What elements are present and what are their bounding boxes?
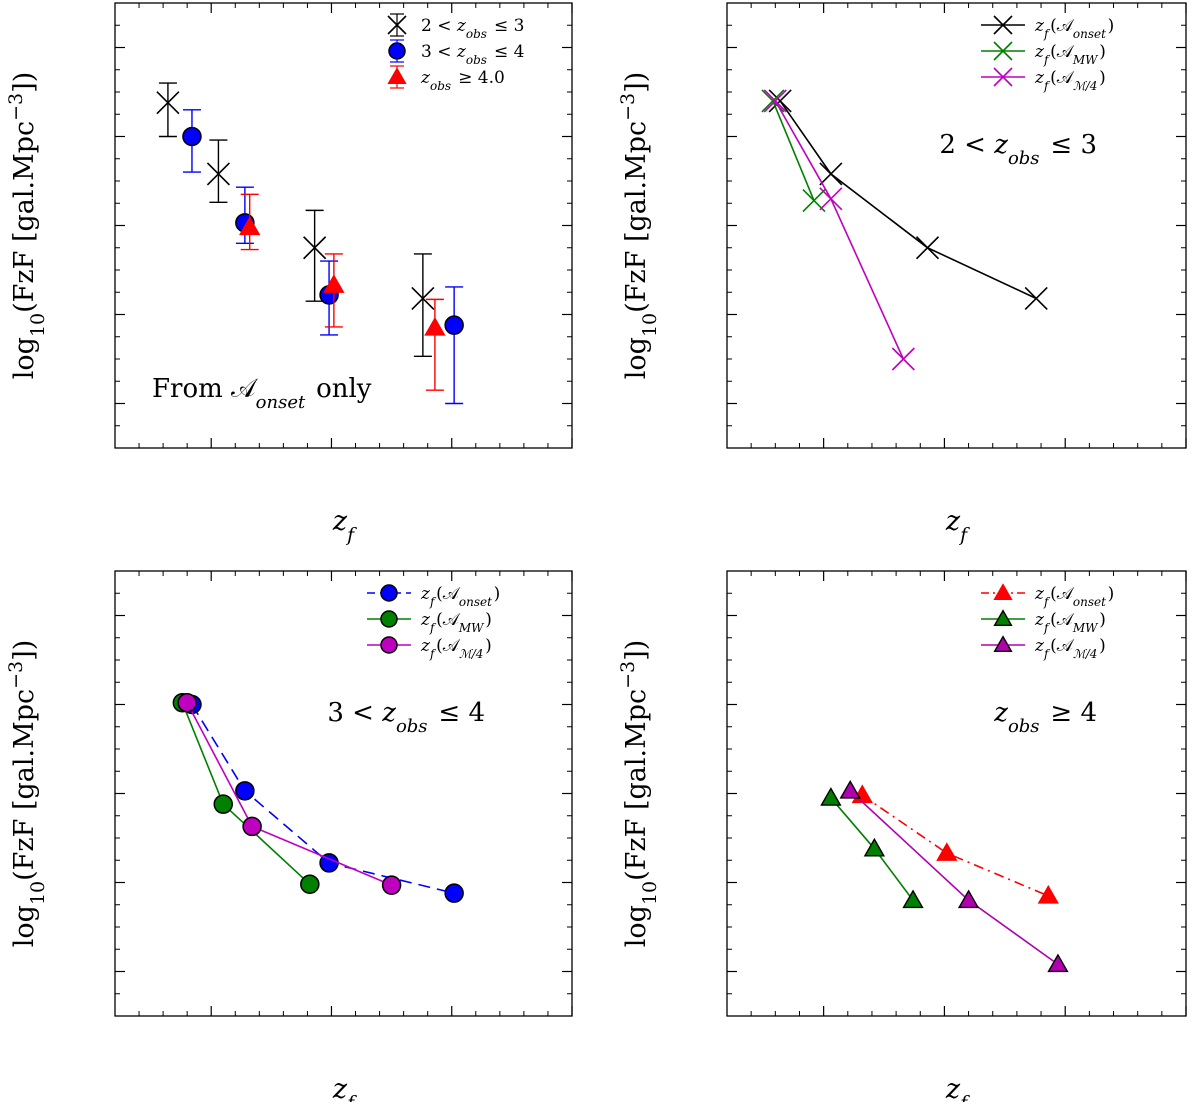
series-line <box>772 100 815 201</box>
data-point <box>206 162 230 186</box>
series-0 <box>156 82 435 358</box>
series-2 <box>239 193 446 391</box>
legend-label: 3 < zobs ≤ 4 <box>421 42 525 67</box>
panel-top-left: zf log10(FzF [gal.Mpc−3]) 2 < zobs ≤ 33 < … <box>5 2 573 546</box>
data-point <box>763 89 787 113</box>
legend-label: 2 < zobs ≤ 3 <box>421 16 525 41</box>
x-axis-label: zf <box>332 506 357 546</box>
series-2 <box>763 89 915 371</box>
data-point <box>300 874 320 895</box>
data-point <box>213 794 233 814</box>
y-axis-label: log10(FzF [gal.Mpc−3]) <box>5 72 49 379</box>
plot-frame <box>726 570 1187 1017</box>
series-line <box>186 702 392 886</box>
legend-label: zf (𝒜MW ) <box>1034 610 1106 635</box>
y-axis-label: log10(FzF [gal.Mpc−3]) <box>617 72 661 379</box>
data-point <box>1047 953 1069 973</box>
data-point <box>177 692 197 713</box>
legend-label: zf (𝒜ℳ/4 ) <box>1034 68 1106 93</box>
panel-annotation: zobs ≥ 4 <box>993 698 1097 737</box>
legend-label: zf (𝒜MW ) <box>1034 42 1106 67</box>
data-point <box>242 816 262 837</box>
series-line <box>779 100 1037 300</box>
legend-marker <box>380 610 398 628</box>
legend-label: zobs ≥ 4.0 <box>420 68 505 93</box>
data-point <box>915 236 940 260</box>
legend-marker <box>993 15 1013 35</box>
legend-marker <box>380 584 398 602</box>
data-point <box>424 316 446 336</box>
data-point <box>1037 884 1059 904</box>
x-axis-label: zf <box>945 1074 970 1102</box>
x-axis-label: zf <box>332 1074 357 1102</box>
legend-label: zf (𝒜onset ) <box>1034 584 1114 609</box>
data-point <box>303 236 327 260</box>
data-point <box>957 889 980 909</box>
legend-marker <box>993 635 1013 652</box>
data-point <box>444 315 464 335</box>
series-line <box>861 794 1049 897</box>
legend: zf (𝒜onset )zf (𝒜MW )zf (𝒜ℳ/4 ) <box>367 584 500 661</box>
legend-label: zf (𝒜ℳ/4 ) <box>420 636 492 661</box>
data-point <box>182 126 202 147</box>
y-axis-label: log10(FzF [gal.Mpc−3]) <box>5 640 49 947</box>
data-point <box>239 216 261 236</box>
data-point <box>819 162 843 186</box>
legend-label: zf (𝒜onset ) <box>1034 16 1114 41</box>
panel-annotation: From 𝒜onset only <box>152 374 372 413</box>
data-point <box>381 875 402 895</box>
series-line <box>774 100 905 360</box>
panel-annotation: 2 < zobs ≤ 3 <box>939 130 1097 169</box>
x-axis-label: zf <box>945 506 970 546</box>
series-0 <box>768 89 1048 311</box>
legend-label: zf (𝒜ℳ/4 ) <box>1034 636 1106 661</box>
data-point <box>768 89 792 113</box>
panel-annotation: 3 < zobs ≤ 4 <box>327 698 485 737</box>
data-point <box>902 889 924 909</box>
legend: zf (𝒜onset )zf (𝒜MW )zf (𝒜ℳ/4 ) <box>981 583 1114 661</box>
data-point <box>323 274 345 293</box>
legend: zf (𝒜onset )zf (𝒜MW )zf (𝒜ℳ/4 ) <box>981 15 1114 93</box>
data-point <box>156 91 180 115</box>
data-point <box>411 286 435 311</box>
legend-marker <box>380 636 398 654</box>
y-axis-label: log10(FzF [gal.Mpc−3]) <box>617 640 661 947</box>
legend-marker <box>993 609 1013 626</box>
data-point <box>863 837 886 857</box>
data-point <box>444 883 464 903</box>
plot-frame <box>114 570 573 1017</box>
series-2 <box>177 692 402 895</box>
legend-label: zf (𝒜onset ) <box>420 584 500 609</box>
data-point <box>1024 286 1048 311</box>
legend-label: zf (𝒜MW ) <box>420 610 492 635</box>
data-point <box>936 842 958 861</box>
legend-marker <box>993 41 1013 61</box>
legend-marker <box>993 67 1013 87</box>
series-line <box>849 790 1059 966</box>
plot-frame <box>726 2 1187 449</box>
series-1 <box>820 787 924 909</box>
data-point <box>820 787 842 806</box>
series-0 <box>851 784 1059 904</box>
data-point <box>891 347 915 371</box>
series-2 <box>839 779 1069 973</box>
data-point <box>819 187 843 211</box>
legend-marker <box>993 583 1013 600</box>
data-point <box>235 781 255 801</box>
data-point <box>839 779 861 799</box>
